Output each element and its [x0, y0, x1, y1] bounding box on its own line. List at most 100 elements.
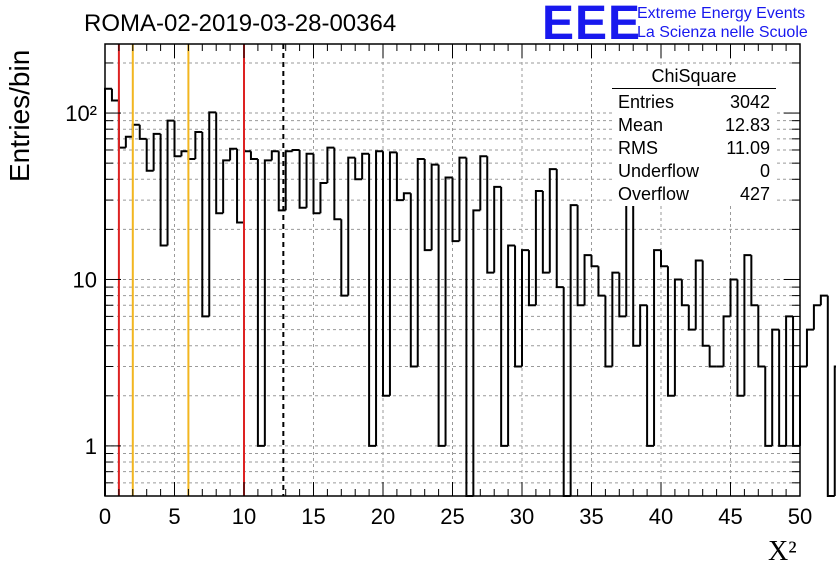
stats-row-rms: RMS 11.09 — [612, 137, 776, 160]
histogram-bin — [402, 192, 411, 201]
histogram-bin — [291, 148, 300, 152]
histogram-bin — [284, 150, 293, 211]
eee-logo-text: Extreme Energy Events La Scienza nelle S… — [637, 4, 808, 42]
histogram-bin — [590, 255, 599, 268]
histogram-bin — [805, 328, 814, 367]
histogram-bin — [486, 156, 495, 274]
histogram-bin — [694, 259, 703, 330]
histogram-bin — [826, 295, 835, 497]
histogram-bin — [493, 185, 502, 273]
histogram-bin — [409, 193, 418, 368]
x-tick-label: 35 — [579, 504, 603, 529]
histogram-bin — [527, 250, 536, 307]
stats-row-mean: Mean 12.83 — [612, 114, 776, 137]
histogram-bin — [500, 186, 509, 447]
histogram-bin — [778, 329, 787, 447]
histogram-bin — [507, 244, 516, 446]
histogram-bin — [653, 249, 661, 446]
stats-value: 3042 — [729, 92, 770, 112]
logo-line-2: La Scienza nelle Scuole — [637, 24, 808, 41]
y-tick-label: 10 — [73, 267, 97, 292]
histogram-bin — [576, 205, 585, 307]
histogram-bin — [680, 279, 689, 307]
histogram-bin — [687, 305, 696, 331]
histogram-bin — [722, 315, 731, 367]
histogram-bin — [159, 133, 168, 247]
histogram-bin — [180, 150, 189, 157]
histogram-bin — [764, 366, 773, 447]
plot-frame — [104, 43, 801, 497]
histogram-bin — [375, 150, 383, 446]
chart-title: ROMA-02-2019-03-28-00364 — [84, 10, 397, 37]
histogram-bin — [569, 204, 578, 496]
histogram-bin — [263, 159, 272, 446]
histogram-bin — [479, 155, 488, 211]
histogram-bin — [451, 177, 460, 243]
histogram-bin — [382, 151, 390, 397]
y-tick-label: 1 — [85, 434, 97, 459]
histogram-bin — [298, 149, 307, 209]
stats-label: Underflow — [618, 161, 700, 181]
stats-label: Mean — [618, 115, 664, 135]
x-tick-label: 10 — [232, 504, 256, 529]
histogram-bin — [388, 151, 397, 396]
histogram-bin — [249, 151, 258, 160]
histogram-bin — [757, 305, 766, 368]
x-tick-label: 30 — [510, 504, 534, 529]
histogram-bin — [785, 315, 794, 446]
histogram-bin — [639, 304, 648, 346]
stats-box: ChiSquare Entries 3042 Mean 12.83 RMS 11… — [612, 66, 776, 206]
y-tick-label: 10² — [65, 101, 97, 126]
stats-value: 12.83 — [724, 115, 770, 135]
histogram-bin — [430, 163, 439, 251]
histogram-bin — [145, 138, 154, 172]
histogram-bin — [618, 272, 627, 318]
histogram-bin — [138, 124, 147, 140]
histogram-bin — [194, 130, 203, 159]
histogram-bin — [215, 112, 224, 215]
histogram-bin — [256, 158, 265, 447]
eee-logo-mark: EEE — [542, 0, 642, 50]
histogram-bin — [673, 278, 682, 396]
histogram-bin — [548, 168, 557, 273]
x-tick-label: 20 — [371, 504, 395, 529]
stats-label: Overflow — [618, 184, 690, 204]
histogram-bin — [646, 305, 655, 447]
histogram-bin — [819, 294, 828, 306]
histogram-bin — [514, 245, 522, 368]
histogram-bin — [660, 250, 668, 268]
histogram-bin — [666, 266, 675, 397]
histogram-bin — [305, 152, 314, 208]
histogram-bin — [632, 200, 641, 347]
histogram-bin — [444, 176, 453, 446]
histogram-bin — [812, 304, 821, 330]
y-axis-label: Entries/bin — [4, 49, 35, 182]
histogram-bin — [361, 152, 370, 180]
histogram-bin — [117, 100, 126, 149]
histogram-bin — [625, 199, 634, 317]
x-tick-label: 40 — [649, 504, 673, 529]
histogram-bin — [152, 132, 161, 171]
histogram-bin — [458, 156, 467, 242]
histogram-bin — [701, 260, 710, 347]
x-axis-label: X² — [768, 536, 797, 567]
x-tick-label: 15 — [301, 504, 325, 529]
histogram-bin — [541, 191, 550, 274]
histogram-bin — [472, 209, 481, 496]
histogram-bin — [340, 219, 349, 297]
histogram-bin — [229, 147, 238, 161]
histogram-bin — [736, 279, 745, 397]
histogram-bin — [792, 316, 800, 447]
histogram-bin — [354, 157, 363, 181]
histogram-bin — [562, 287, 571, 497]
stats-row-underflow: Underflow 0 — [612, 160, 776, 183]
histogram-bin — [222, 159, 231, 214]
histogram-bin — [597, 266, 606, 297]
histogram-bin — [799, 365, 807, 446]
x-tick-label: 25 — [440, 504, 464, 529]
histogram-bin — [319, 181, 328, 214]
histogram-bin — [708, 345, 717, 368]
histogram-bin — [771, 328, 780, 446]
histogram-bin — [110, 88, 119, 102]
